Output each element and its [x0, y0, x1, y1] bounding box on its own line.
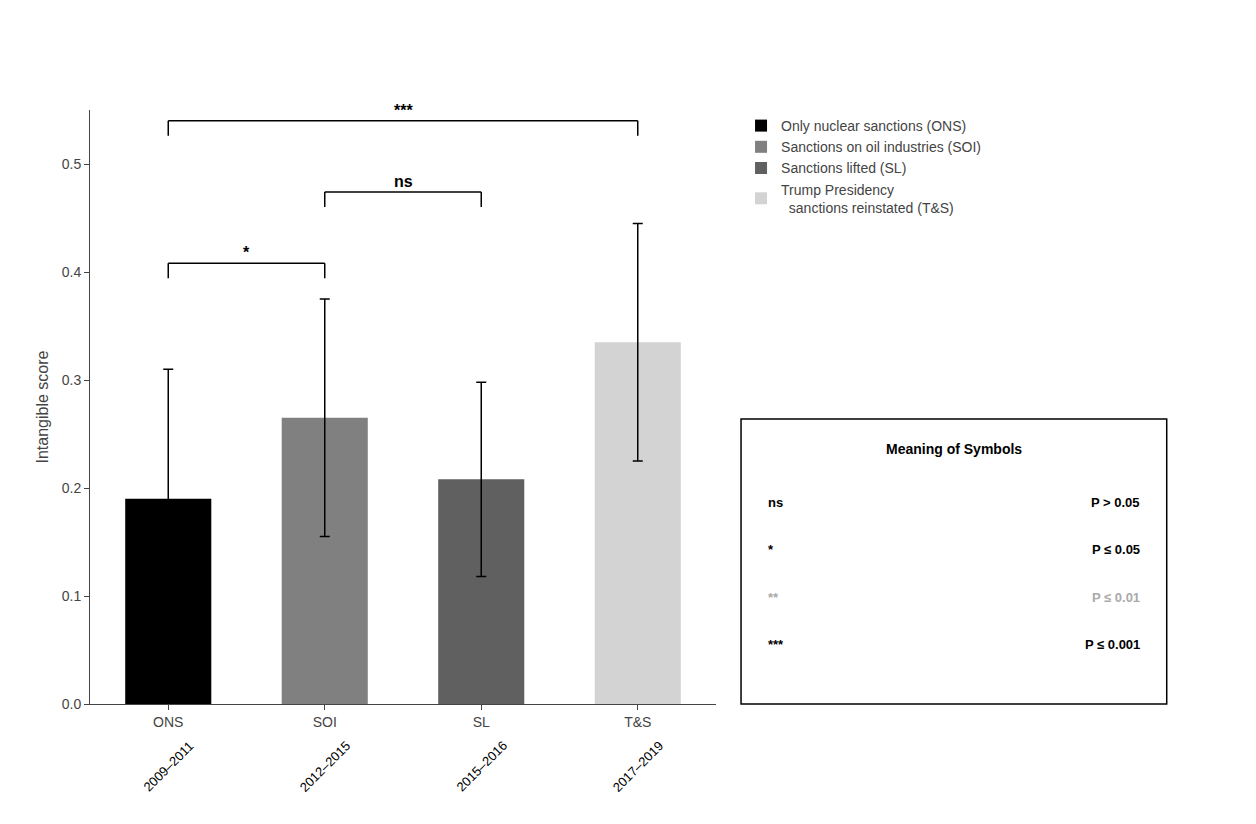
- svg-text:2012–2015: 2012–2015: [297, 738, 354, 795]
- svg-text:***: ***: [394, 102, 413, 119]
- svg-text:***: ***: [768, 637, 784, 652]
- svg-text:Only nuclear sanctions (ONS): Only nuclear sanctions (ONS): [781, 118, 966, 134]
- svg-text:2017–2019: 2017–2019: [610, 738, 667, 795]
- svg-text:0.2: 0.2: [62, 480, 82, 496]
- svg-text:P ≤ 0.01: P ≤ 0.01: [1092, 590, 1140, 605]
- svg-text:0.4: 0.4: [62, 264, 82, 280]
- svg-text:**: **: [768, 590, 779, 605]
- svg-text:P > 0.05: P > 0.05: [1091, 495, 1140, 510]
- svg-text:ns: ns: [394, 173, 413, 190]
- svg-text:2009–2011: 2009–2011: [140, 739, 196, 795]
- svg-text:Sanctions lifted (SL): Sanctions lifted (SL): [781, 160, 906, 176]
- svg-text:ONS: ONS: [153, 714, 183, 730]
- svg-text:0.1: 0.1: [62, 588, 82, 604]
- svg-text:Sanctions on oil industries (S: Sanctions on oil industries (SOI): [781, 139, 981, 155]
- svg-text:ns: ns: [768, 495, 783, 510]
- svg-text:P ≤ 0.05: P ≤ 0.05: [1092, 542, 1140, 557]
- svg-text:SOI: SOI: [313, 714, 337, 730]
- svg-text:Trump Presidency sanctions re: Trump Presidency sanctions reinstated (T…: [781, 182, 954, 216]
- svg-text:P ≤ 0.001: P ≤ 0.001: [1085, 637, 1140, 652]
- svg-text:0.0: 0.0: [62, 696, 82, 712]
- svg-text:SL: SL: [473, 714, 490, 730]
- svg-text:*: *: [243, 244, 250, 261]
- svg-text:*: *: [768, 542, 774, 557]
- svg-text:2015–2016: 2015–2016: [453, 738, 510, 795]
- svg-text:T&S: T&S: [624, 714, 651, 730]
- svg-text:0.5: 0.5: [62, 156, 82, 172]
- svg-text:Intangible score: Intangible score: [34, 350, 51, 463]
- svg-text:Meaning of Symbols: Meaning of Symbols: [886, 441, 1022, 457]
- svg-text:0.3: 0.3: [62, 372, 82, 388]
